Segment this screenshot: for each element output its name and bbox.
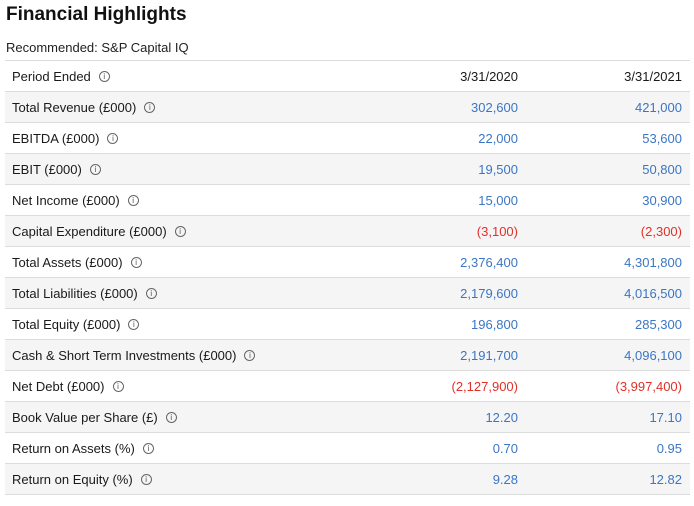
value-cell-2020: 2,376,400	[460, 255, 518, 270]
table-body: Total Revenue (£000) i 302,600 421,000 EBITD…	[5, 92, 690, 495]
row-label: Net Debt (£000) i	[12, 379, 124, 394]
row-label: Capital Expenditure (£000) i	[12, 224, 186, 239]
value-cell-2020: 12.20	[485, 410, 518, 425]
value-cell-2021: 12.82	[649, 472, 682, 487]
info-icon[interactable]: i	[127, 195, 139, 206]
financial-highlights-table: Period Ended i 3/31/2020 3/31/2021 Total…	[5, 60, 690, 495]
row-label: Book Value per Share (£) i	[12, 410, 177, 425]
value-cell-2020: 22,000	[478, 131, 518, 146]
info-icon[interactable]: i	[98, 71, 110, 82]
row-label-text: Net Debt (£000)	[12, 379, 105, 394]
value-cell-2021: 421,000	[635, 100, 682, 115]
row-label: Net Income (£000) i	[12, 193, 139, 208]
value-cell-2020: 15,000	[478, 193, 518, 208]
value-cell-2020: 0.70	[492, 441, 518, 456]
info-icon[interactable]: i	[107, 133, 119, 144]
column-header-1: 3/31/2020	[460, 69, 518, 84]
info-icon[interactable]: i	[89, 164, 101, 175]
row-label-text: Total Equity (£000)	[12, 317, 121, 332]
table-row: Net Debt (£000) i (2,127,900) (3,997,400)	[5, 371, 690, 402]
row-label-text: Return on Equity (%)	[12, 472, 133, 487]
value-cell-2021: 53,600	[642, 131, 682, 146]
row-label-text: Return on Assets (%)	[12, 441, 135, 456]
row-label-text: Total Revenue (£000)	[12, 100, 137, 115]
row-label-text: Total Assets (£000)	[12, 255, 123, 270]
row-label: Cash & Short Term Investments (£000) i	[12, 348, 256, 363]
table-row: Return on Assets (%) i 0.70 0.95	[5, 433, 690, 464]
row-label: Total Equity (£000) i	[12, 317, 140, 332]
info-icon[interactable]: i	[145, 288, 157, 299]
value-cell-2021: 4,016,500	[624, 286, 682, 301]
info-icon[interactable]: i	[130, 257, 142, 268]
table-row: Capital Expenditure (£000) i (3,100) (2,300…	[5, 216, 690, 247]
table-row: Book Value per Share (£) i 12.20 17.10	[5, 402, 690, 433]
row-label-text: Book Value per Share (£)	[12, 410, 158, 425]
value-cell-2020: 2,191,700	[460, 348, 518, 363]
header-label: Period Ended i	[12, 69, 110, 84]
info-icon[interactable]: i	[244, 350, 256, 361]
info-icon[interactable]: i	[144, 102, 156, 113]
table-row: Total Equity (£000) i 196,800 285,300	[5, 309, 690, 340]
info-icon[interactable]: i	[174, 226, 186, 237]
info-icon[interactable]: i	[142, 443, 154, 454]
row-label-text: Total Liabilities (£000)	[12, 286, 138, 301]
value-cell-2021: (2,300)	[640, 224, 682, 239]
row-label-text: Capital Expenditure (£000)	[12, 224, 167, 239]
info-icon[interactable]: i	[165, 412, 177, 423]
row-label-text: Cash & Short Term Investments (£000)	[12, 348, 237, 363]
row-label: Total Liabilities (£000) i	[12, 286, 157, 301]
value-cell-2020: 19,500	[478, 162, 518, 177]
value-cell-2020: 2,179,600	[460, 286, 518, 301]
table-row: EBIT (£000) i 19,500 50,800	[5, 154, 690, 185]
row-label-text: EBITDA (£000)	[12, 131, 100, 146]
info-icon[interactable]: i	[140, 474, 152, 485]
table-row: Total Revenue (£000) i 302,600 421,000	[5, 92, 690, 123]
value-cell-2021: 4,096,100	[624, 348, 682, 363]
info-icon[interactable]: i	[128, 319, 140, 330]
column-header-2: 3/31/2021	[624, 69, 682, 84]
value-cell-2020: (2,127,900)	[451, 379, 519, 394]
table-row: Total Liabilities (£000) i 2,179,600 4,016,…	[5, 278, 690, 309]
value-cell-2021: 285,300	[635, 317, 682, 332]
info-icon[interactable]: i	[112, 381, 124, 392]
value-cell-2021: 30,900	[642, 193, 682, 208]
value-cell-2021: (3,997,400)	[615, 379, 683, 394]
row-label-text: Net Income (£000)	[12, 193, 120, 208]
table-header-row: Period Ended i 3/31/2020 3/31/2021	[5, 61, 690, 92]
row-label-text: EBIT (£000)	[12, 162, 82, 177]
value-cell-2020: 196,800	[471, 317, 518, 332]
value-cell-2021: 0.95	[656, 441, 682, 456]
value-cell-2020: 9.28	[492, 472, 518, 487]
row-label: Total Assets (£000) i	[12, 255, 142, 270]
row-label: Return on Assets (%) i	[12, 441, 154, 456]
table-row: Cash & Short Term Investments (£000) i 2,1…	[5, 340, 690, 371]
row-label: EBITDA (£000) i	[12, 131, 119, 146]
row-label: EBIT (£000) i	[12, 162, 101, 177]
source-subtitle: Recommended: S&P Capital IQ	[6, 40, 189, 55]
table-row: Return on Equity (%) i 9.28 12.82	[5, 464, 690, 495]
page-title: Financial Highlights	[6, 4, 187, 25]
table-row: EBITDA (£000) i 22,000 53,600	[5, 123, 690, 154]
header-label-text: Period Ended	[12, 69, 91, 84]
value-cell-2021: 50,800	[642, 162, 682, 177]
table-row: Total Assets (£000) i 2,376,400 4,301,800	[5, 247, 690, 278]
value-cell-2020: 302,600	[471, 100, 518, 115]
value-cell-2021: 17.10	[649, 410, 682, 425]
value-cell-2021: 4,301,800	[624, 255, 682, 270]
row-label: Return on Equity (%) i	[12, 472, 152, 487]
table-row: Net Income (£000) i 15,000 30,900	[5, 185, 690, 216]
value-cell-2020: (3,100)	[476, 224, 518, 239]
row-label: Total Revenue (£000) i	[12, 100, 156, 115]
